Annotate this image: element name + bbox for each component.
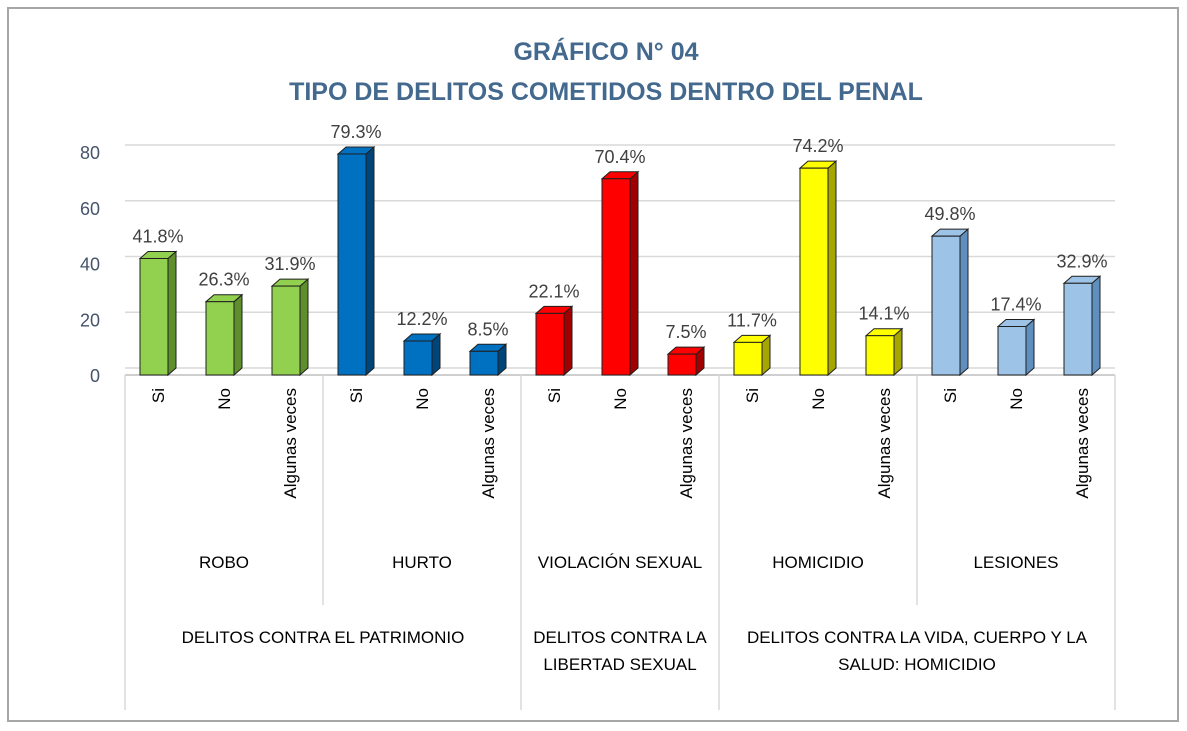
- data-label: 74.2%: [792, 136, 843, 156]
- bar: [139, 257, 169, 376]
- bar-side: [1091, 275, 1101, 377]
- y-tick-label: 80: [80, 143, 100, 163]
- bar-side: [1025, 318, 1035, 377]
- data-label: 14.1%: [858, 304, 909, 324]
- data-label: 22.1%: [528, 281, 579, 301]
- bar: [601, 178, 631, 376]
- x-tick-label: No: [1007, 388, 1026, 410]
- supergroup-label: DELITOS CONTRA LA VIDA, CUERPO Y LA SALU…: [746, 628, 1088, 674]
- bar-side: [893, 327, 903, 377]
- group-label: ROBO: [198, 553, 250, 572]
- data-label: 70.4%: [594, 147, 645, 167]
- x-tick-label: Si: [545, 388, 564, 403]
- x-tick-label: Algunas veces: [677, 388, 696, 499]
- x-tick-label: No: [809, 388, 828, 410]
- group-label: LESIONES: [973, 553, 1059, 572]
- x-tick-label: No: [413, 388, 432, 410]
- y-tick-label: 60: [80, 199, 100, 219]
- bar-side: [167, 250, 177, 377]
- bar: [337, 153, 367, 376]
- data-label: 49.8%: [924, 204, 975, 224]
- bar-side: [959, 228, 969, 377]
- bar-side: [827, 160, 837, 377]
- group-label: HURTO: [392, 553, 452, 572]
- data-label: 17.4%: [990, 294, 1041, 314]
- supergroup-label: DELITOS CONTRA LA LIBERTAD SEXUAL: [533, 628, 707, 674]
- bar: [667, 353, 697, 376]
- bar: [799, 167, 829, 376]
- x-tick-label: Algunas veces: [1073, 388, 1092, 499]
- bar-side: [563, 305, 573, 377]
- supergroup-label: DELITOS CONTRA EL PATRIMONIO: [181, 628, 465, 647]
- bar: [931, 235, 961, 376]
- chart-title: GRÁFICO N° 04: [513, 37, 698, 66]
- data-label: 11.7%: [727, 310, 777, 330]
- bar: [865, 335, 895, 376]
- chart-subtitle: TIPO DE DELITOS COMETIDOS DENTRO DEL PEN…: [289, 78, 923, 106]
- data-label: 31.9%: [264, 254, 315, 274]
- bar: [1063, 282, 1093, 376]
- y-tick-label: 40: [80, 255, 100, 275]
- bar: [271, 285, 301, 376]
- y-tick-label: 0: [90, 366, 100, 386]
- data-label: 12.2%: [396, 309, 447, 329]
- x-tick-label: No: [611, 388, 630, 410]
- x-tick-label: Si: [743, 388, 762, 403]
- bar-side: [299, 277, 309, 377]
- bar: [205, 301, 235, 376]
- data-label: 79.3%: [330, 122, 381, 142]
- bar: [403, 340, 433, 376]
- data-label: 41.8%: [132, 226, 183, 246]
- bar-side: [629, 170, 639, 377]
- x-tick-label: Si: [149, 388, 168, 403]
- bar-side: [233, 293, 243, 377]
- data-label: 26.3%: [198, 270, 249, 290]
- bar: [997, 325, 1027, 376]
- x-tick-label: Si: [347, 388, 366, 403]
- data-label: 7.5%: [665, 322, 706, 342]
- y-tick-label: 20: [80, 310, 100, 330]
- data-label: 8.5%: [467, 319, 508, 339]
- x-tick-label: Algunas veces: [875, 388, 894, 499]
- x-tick-label: Algunas veces: [281, 388, 300, 499]
- data-label: 32.9%: [1056, 251, 1107, 271]
- bar-side: [365, 145, 375, 377]
- chart-border: [7, 7, 1179, 722]
- bar: [733, 341, 763, 376]
- x-tick-label: No: [215, 388, 234, 410]
- group-label: HOMICIDIO: [772, 553, 864, 572]
- bar: [469, 350, 499, 376]
- x-tick-label: Algunas veces: [479, 388, 498, 499]
- group-label: VIOLACIÓN SEXUAL: [537, 553, 703, 572]
- bar: [535, 312, 565, 376]
- x-tick-label: Si: [941, 388, 960, 403]
